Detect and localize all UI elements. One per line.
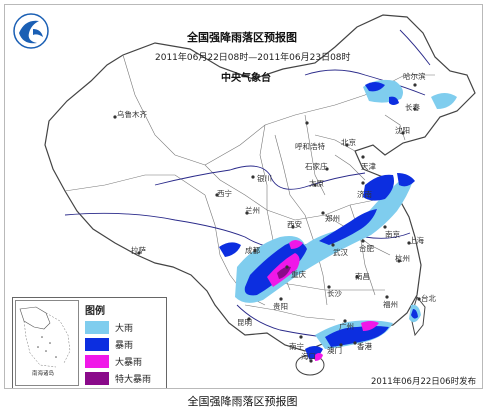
map-frame: 全国强降雨落区预报图 2011年06月22日08时—2011年06月23日08时… [4,4,483,389]
city-harbin: 哈尔滨 [403,72,426,81]
city-hefei: 合肥 [359,244,374,253]
city-shijiazhuang: 石家庄 [305,162,328,171]
city-changchun: 长春 [405,103,420,112]
legend-swatch-rainstorm [85,338,109,351]
city-taipei: 台北 [421,294,436,303]
image-caption: 全国强降雨落区预报图 [187,395,298,408]
city-zhengzhou: 郑州 [325,214,340,223]
city-lhasa: 拉萨 [131,246,146,255]
city-nanning: 南宁 [289,342,304,351]
city-urumqi: 乌鲁木齐 [117,110,147,119]
inset-map [19,306,71,368]
legend-box: 南海诸岛 图例 大雨 暴雨 大暴雨 特大暴雨 [12,297,167,388]
city-yinchuan: 银川 [257,174,272,183]
city-lanzhou: 兰州 [245,206,260,215]
forecast-period: 2011年06月22日08时—2011年06月23日08时 [155,53,351,63]
legend-swatch-extreme-rainstorm [85,372,109,385]
issue-time: 2011年06月22日06时发布 [371,377,477,387]
city-kunming: 昆明 [237,318,252,327]
legend-label: 暴雨 [115,341,134,351]
legend-item-heavy-rainstorm: 大暴雨 [85,354,165,369]
legend-title: 图例 [85,306,105,317]
south-china-sea-inset: 南海诸岛 [15,300,79,386]
city-chongqing: 重庆 [291,270,306,279]
issuer: 中央气象台 [221,73,271,84]
city-nanchang: 南昌 [355,272,370,281]
legend-item-heavy-rain: 大雨 [85,320,165,335]
city-chengdu: 成都 [245,246,260,255]
city-changsha: 长沙 [327,289,342,298]
city-shenyang: 沈阳 [395,126,410,135]
china-outline [44,14,476,352]
city-wuhan: 武汉 [333,248,348,257]
legend-label: 大雨 [115,324,134,334]
legend-swatch-heavy-rain [85,321,109,334]
city-tianjin: 天津 [361,162,376,171]
legend-item-extreme-rainstorm: 特大暴雨 [85,371,165,386]
city-taiyuan: 太原 [309,179,324,188]
city-macau: 澳门 [327,346,342,355]
city-guangzhou: 广州 [339,322,354,331]
city-hohhot: 呼和浩特 [295,142,325,151]
map-title: 全国强降雨落区预报图 [187,31,297,44]
city-hongkong: 香港 [357,342,372,351]
city-xian: 西安 [287,220,302,229]
city-beijing: 北京 [341,138,356,147]
legend-label: 特大暴雨 [115,375,152,385]
cma-logo-icon [13,13,49,49]
city-guiyang: 贵阳 [273,302,288,311]
city-nanjing: 南京 [385,230,400,239]
legend-item-rainstorm: 暴雨 [85,337,165,352]
city-jinan: 济南 [357,190,372,199]
city-hangzhou: 杭州 [395,254,410,263]
legend-label: 大暴雨 [115,358,143,368]
city-fuzhou: 福州 [383,300,398,309]
inset-label: 南海诸岛 [32,371,55,377]
city-shanghai: 上海 [409,236,424,245]
rain-extreme-areas [277,266,291,279]
city-haikou: 海口 [301,352,316,361]
city-dots [113,83,421,363]
legend-swatch-heavy-rainstorm [85,355,109,368]
city-xining: 西宁 [217,189,232,198]
